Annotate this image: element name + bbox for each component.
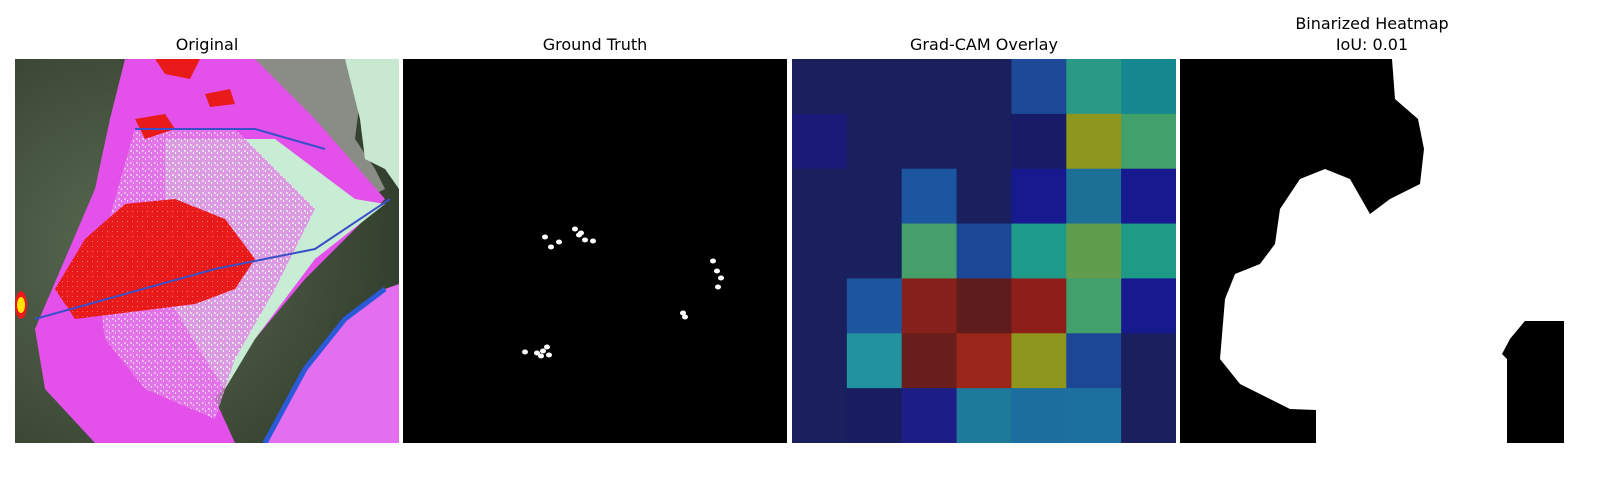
lesion-blob [682, 314, 688, 320]
heatmap-cell [956, 278, 1012, 334]
heatmap-cell [792, 59, 848, 115]
ground-truth-mask [403, 59, 787, 443]
lesion-blob [556, 239, 562, 245]
heatmap-cell [792, 388, 848, 443]
panel-title: Ground Truth [542, 35, 648, 54]
lesion-blob [522, 349, 528, 355]
heatmap-cell [1011, 59, 1067, 115]
lesion-blob [540, 348, 546, 354]
panel-gradcam: Grad-CAM Overlay [792, 0, 1176, 500]
heatmap-cell [1121, 388, 1176, 443]
heatmap-cell [956, 113, 1012, 170]
binary-canvas [1180, 59, 1564, 443]
heatmap-cell [1066, 59, 1122, 115]
heatmap-cell [901, 113, 958, 170]
panel-title: Binarized Heatmap [1295, 14, 1449, 33]
lesion-blob [548, 244, 554, 250]
heatmap-cell [846, 333, 903, 389]
heatmap-cell [1066, 278, 1122, 334]
heatmap-cell [901, 278, 958, 334]
lesion-blob [534, 350, 540, 356]
heatmap-cell [901, 388, 958, 443]
heatmap-cell [792, 113, 848, 170]
leaf-photo [15, 59, 399, 443]
heatmap-cell [956, 168, 1012, 225]
heatmap-cell [901, 333, 958, 389]
heatmap-cell [1121, 223, 1176, 279]
iou-label: IoU: 0.01 [1335, 35, 1409, 54]
heatmap-cell [1066, 113, 1122, 170]
black-region-right [1525, 321, 1564, 443]
heatmap-cell [846, 113, 903, 170]
lesion-blob [544, 344, 550, 350]
lesion-blob [710, 258, 716, 264]
heatmap-cell [792, 278, 848, 334]
heatmap-cell [846, 168, 903, 225]
heatmap-cell [846, 388, 903, 443]
lesion-blob [542, 234, 548, 240]
lesion-blob [578, 230, 584, 236]
mask-canvas [403, 59, 787, 443]
lesion-blob [714, 268, 720, 274]
heatmap-cell [792, 333, 848, 389]
heatmap-cell [956, 333, 1012, 389]
panel-binarized: Binarized Heatmap IoU: 0.01 [1180, 0, 1564, 500]
heatmap-cell [901, 168, 958, 225]
heatmap-cell [846, 59, 903, 115]
heatmap-cell [846, 223, 903, 279]
heatmap-cell [846, 278, 903, 334]
heatmap-cell [956, 223, 1012, 279]
panel-original: Original [15, 0, 399, 500]
gradcam-heatmap [792, 59, 1176, 443]
heatmap-cell [1011, 113, 1067, 170]
lesion-blob [718, 275, 724, 281]
lesion-blob [582, 237, 588, 243]
white-region-main [1220, 59, 1564, 443]
heatmap-cell [901, 223, 958, 279]
heatmap-cell [1011, 278, 1067, 334]
heatmap-cell [1121, 168, 1176, 225]
heatmap-cell [1011, 168, 1067, 225]
heatmap-cell [1011, 388, 1067, 443]
lesion-blob [715, 284, 721, 290]
heatmap-cell [1066, 388, 1122, 443]
heatmap-cell [901, 59, 958, 115]
heatmap-cell [1066, 223, 1122, 279]
heatmap-cell [1066, 333, 1122, 389]
heatmap-cell [1121, 113, 1176, 170]
binarized-mask [1180, 59, 1564, 443]
heatmap-cell [792, 168, 848, 225]
original-image [15, 59, 399, 443]
panel-ground-truth: Ground Truth [403, 0, 787, 500]
heatmap-cell [1066, 168, 1122, 225]
heatmap-cell [956, 388, 1012, 443]
lesion-blob [590, 238, 596, 244]
heatmap-grid [792, 59, 1176, 443]
heatmap-cell [1121, 333, 1176, 389]
lesion-blob [546, 352, 552, 358]
lesion-blob [538, 353, 544, 359]
heatmap-cell [1121, 59, 1176, 115]
heatmap-cell [956, 59, 1012, 115]
lesion-blob [572, 226, 578, 232]
heatmap-cell [792, 223, 848, 279]
lesion-blob [680, 310, 686, 316]
heatmap-cell [1011, 223, 1067, 279]
heatmap-cell [1011, 333, 1067, 389]
panel-title: Original [175, 35, 239, 54]
panel-title: Grad-CAM Overlay [910, 35, 1058, 54]
heatmap-cell [1121, 278, 1176, 334]
